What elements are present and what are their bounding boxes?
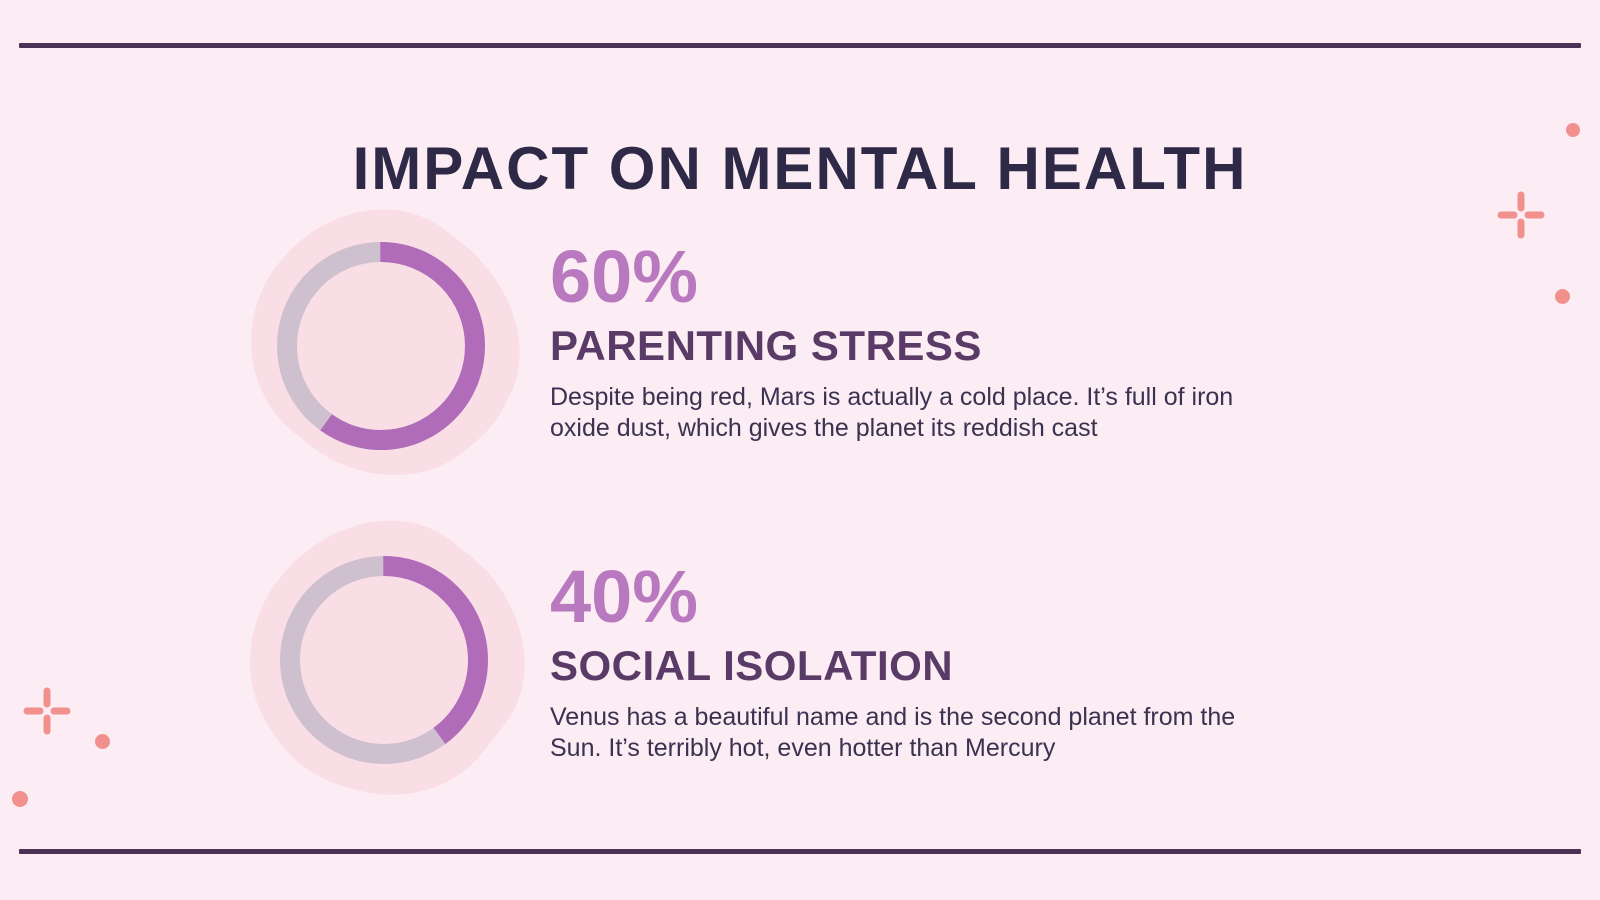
donut-chart-social-isolation	[280, 556, 488, 764]
plus-sparkle-icon	[1497, 191, 1545, 239]
percent-value: 60%	[550, 235, 699, 318]
page-title: IMPACT ON MENTAL HEALTH	[352, 135, 1248, 203]
dot-decoration-icon	[95, 734, 110, 749]
stat-heading: SOCIAL ISOLATION	[550, 642, 954, 689]
stat-block-social-isolation: 40% SOCIAL ISOLATION Venus has a beautif…	[550, 560, 1310, 764]
stat-description: Venus has a beautiful name and is the se…	[550, 703, 1236, 762]
dot-decoration-icon	[1555, 289, 1570, 304]
dot-decoration-icon	[12, 791, 28, 807]
donut-progress-arc	[280, 556, 488, 764]
donut-chart-parenting-stress	[277, 242, 485, 450]
plus-sparkle-icon	[23, 687, 71, 735]
percent-value: 40%	[550, 555, 699, 638]
stat-heading: PARENTING STRESS	[550, 322, 982, 369]
top-divider-line	[19, 43, 1581, 48]
bottom-divider-line	[19, 849, 1581, 854]
donut-progress-arc	[277, 242, 485, 450]
dot-decoration-icon	[1566, 123, 1580, 137]
stat-block-parenting-stress: 60% PARENTING STRESS Despite being red, …	[550, 240, 1310, 444]
stat-description: Despite being red, Mars is actually a co…	[550, 383, 1234, 442]
